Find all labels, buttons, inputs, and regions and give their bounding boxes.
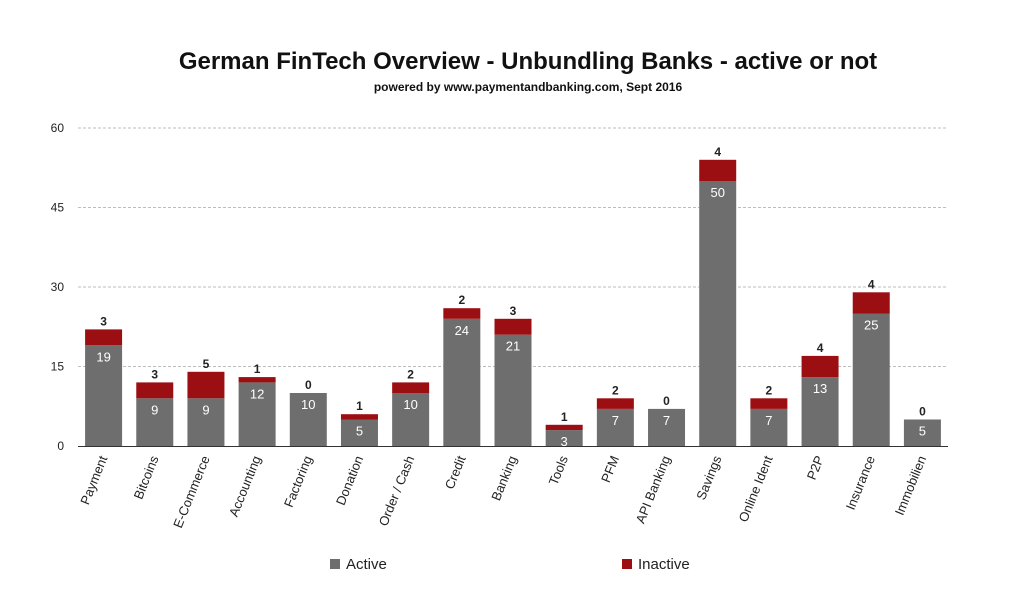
bar-active	[443, 318, 481, 446]
legend-item-active: Active	[330, 555, 387, 573]
x-tick-label: Banking	[488, 454, 520, 503]
bar-inactive	[85, 329, 123, 346]
x-tick-label: Bitcoins	[131, 453, 162, 501]
bar-inactive	[699, 159, 737, 181]
data-label-active: 50	[710, 185, 724, 200]
data-label-active: 9	[202, 402, 209, 417]
bar-active	[852, 313, 890, 446]
x-tick-label: Tools	[546, 453, 571, 487]
y-tick-label: 60	[51, 121, 65, 135]
bar-active	[699, 181, 737, 446]
bar-active	[596, 408, 634, 446]
x-tick-label: Donation	[333, 454, 366, 508]
bar-inactive	[494, 318, 532, 335]
data-label-inactive: 4	[714, 145, 721, 159]
data-label-inactive: 2	[407, 367, 414, 381]
bar-inactive	[801, 355, 839, 378]
data-label-active: 21	[506, 339, 520, 354]
data-label-active: 3	[561, 434, 568, 449]
bar-inactive	[187, 371, 225, 399]
bar-inactive	[136, 382, 174, 399]
x-tick-label: Savings	[693, 453, 724, 502]
data-label-active: 5	[356, 424, 363, 439]
bar-active	[238, 382, 276, 446]
bar-active	[545, 430, 583, 446]
data-label-active: 19	[96, 349, 110, 364]
y-tick-label: 0	[57, 439, 64, 453]
bar-active	[648, 408, 686, 446]
x-tick-label: Insurance	[843, 454, 878, 513]
data-label-active: 24	[455, 323, 469, 338]
bar-active	[392, 393, 430, 446]
chart-subtitle: powered by www.paymentandbanking.com, Se…	[373, 80, 683, 94]
bar-inactive	[238, 377, 276, 383]
x-tick-label: Accounting	[226, 454, 264, 519]
data-label-active: 25	[864, 318, 878, 333]
x-tick-label: Immobilien	[892, 454, 929, 518]
x-tick-label: Order / Cash	[376, 454, 418, 529]
bar-inactive	[443, 308, 481, 319]
bar-active	[494, 334, 532, 446]
data-label-inactive: 5	[203, 357, 210, 371]
legend-label-active: Active	[346, 555, 387, 573]
bar-inactive	[852, 292, 890, 314]
bar-active	[750, 408, 788, 446]
bar-inactive	[340, 414, 378, 420]
data-label-active: 7	[612, 413, 619, 428]
data-label-active: 10	[403, 397, 417, 412]
bar-inactive	[545, 424, 583, 431]
data-label-inactive: 3	[151, 367, 158, 381]
data-label-inactive: 1	[356, 399, 363, 413]
bar-active	[340, 419, 378, 446]
bar-active	[85, 345, 123, 446]
bar-active	[801, 377, 839, 446]
y-tick-label: 30	[51, 280, 65, 294]
data-label-inactive: 3	[510, 304, 517, 318]
x-tick-label: Credit	[442, 453, 469, 491]
bar-active	[903, 419, 941, 446]
x-tick-label: API Banking	[633, 454, 674, 526]
legend-swatch-inactive	[622, 559, 632, 569]
x-tick-label: E-Commerce	[170, 454, 213, 531]
data-label-inactive: 4	[868, 277, 875, 291]
y-tick-label: 15	[51, 360, 65, 374]
data-label-inactive: 0	[305, 378, 312, 392]
bar-active	[187, 398, 225, 446]
x-tick-label: Online Ident	[735, 453, 775, 524]
data-label-active: 13	[813, 381, 827, 396]
data-label-inactive: 1	[561, 410, 568, 424]
bar-inactive	[596, 398, 634, 409]
bar-inactive	[392, 382, 430, 393]
data-label-inactive: 3	[100, 314, 107, 328]
data-label-active: 9	[151, 402, 158, 417]
data-label-inactive: 2	[612, 383, 619, 397]
data-label-active: 7	[765, 413, 772, 428]
data-label-active: 7	[663, 413, 670, 428]
data-label-inactive: 2	[458, 293, 465, 307]
x-tick-label: PFM	[598, 454, 622, 485]
data-label-inactive: 1	[254, 362, 261, 376]
data-label-active: 12	[250, 386, 264, 401]
data-label-active: 5	[919, 424, 926, 439]
x-tick-label: P2P	[804, 454, 827, 482]
bar-active	[289, 393, 327, 446]
data-label-inactive: 0	[919, 405, 926, 419]
data-label-inactive: 2	[766, 383, 773, 397]
y-tick-label: 45	[51, 201, 65, 215]
x-tick-label: Factoring	[281, 454, 315, 510]
data-label-active: 10	[301, 397, 315, 412]
bar-active	[136, 398, 174, 446]
data-label-inactive: 4	[817, 341, 824, 355]
chart-title: German FinTech Overview - Unbundling Ban…	[178, 48, 878, 75]
x-tick-label: Payment	[77, 453, 110, 507]
data-label-inactive: 0	[663, 394, 670, 408]
legend-item-inactive: Inactive	[622, 555, 690, 573]
legend-label-inactive: Inactive	[638, 555, 690, 573]
legend-swatch-active	[330, 559, 340, 569]
bar-inactive	[750, 398, 788, 409]
